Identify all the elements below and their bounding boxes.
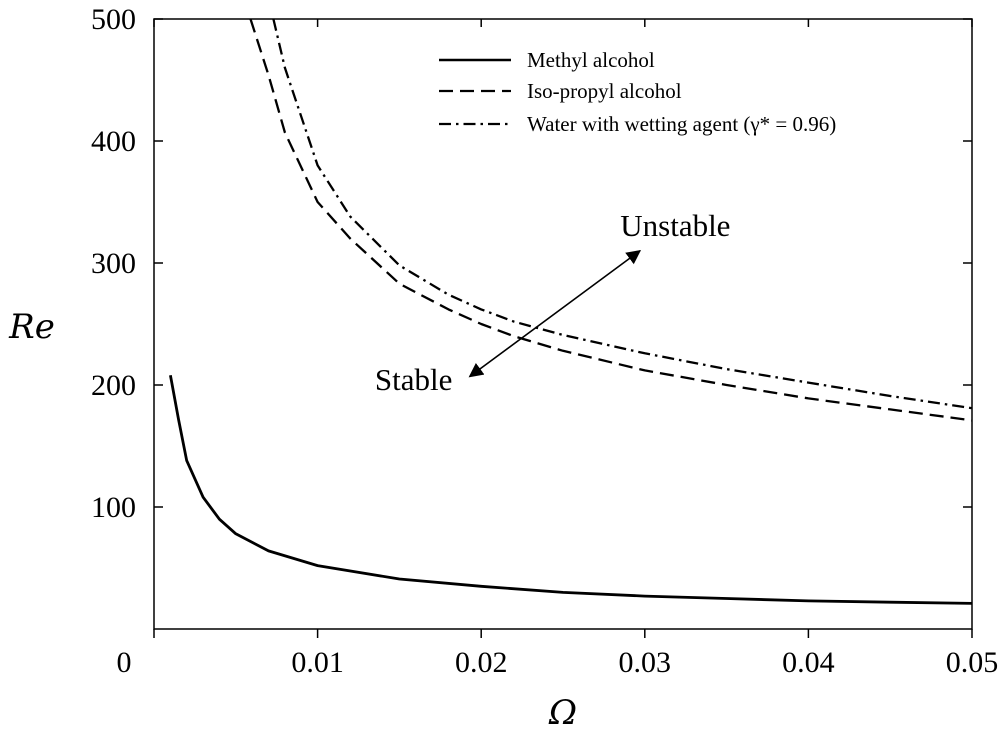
legend-label-methyl: Methyl alcohol (527, 48, 655, 72)
x-tick-label: 0.04 (782, 646, 835, 679)
tick-labels: 0 0.01 0.02 0.03 0.04 0.05 100 200 300 400 500 (91, 3, 998, 679)
x-tick-label: 0.02 (455, 646, 508, 679)
legend-label-isopropyl: Iso-propyl alcohol (527, 79, 682, 103)
annotation-stable: Stable (375, 362, 453, 397)
x-tick-label: 0.03 (619, 646, 672, 679)
annotation-layer: Unstable Stable (375, 208, 731, 397)
y-axis-title: Re (8, 307, 55, 347)
legend: Methyl alcohol Iso-propyl alcohol Water … (439, 48, 836, 136)
annotation-unstable: Unstable (620, 208, 730, 243)
x-axis-title: Ω (548, 693, 577, 732)
y-tick-label: 100 (91, 491, 136, 524)
y-tick-label: 500 (91, 3, 136, 36)
series-line-methyl-alcohol (169, 374, 973, 605)
y-tick-label: 400 (91, 125, 136, 158)
x-tick-label: 0.01 (291, 646, 344, 679)
series-layer (169, 18, 973, 605)
x-tick-label: 0.05 (946, 646, 999, 679)
x-tick-label: 0 (117, 646, 132, 679)
stability-arrow (468, 249, 642, 378)
y-tick-label: 300 (91, 247, 136, 280)
legend-label-water: Water with wetting agent (γ* = 0.96) (527, 112, 836, 136)
y-tick-label: 200 (91, 369, 136, 402)
plot-frame (153, 18, 973, 630)
tick-marks (153, 18, 973, 638)
